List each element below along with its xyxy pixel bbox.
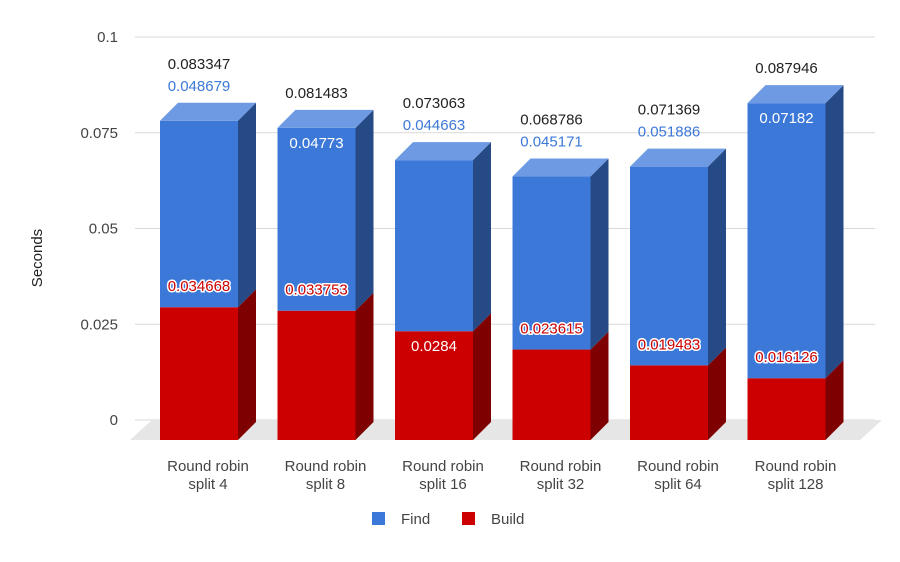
bar-side-build <box>825 360 844 440</box>
y-tick-label: 0.075 <box>80 125 118 142</box>
y-axis-ticks: 0 0.025 0.05 0.075 0.1 <box>80 29 118 429</box>
x-tick-label: split 64 <box>654 476 702 493</box>
bar-segment-find <box>160 120 238 308</box>
data-label-find: 0.045171 <box>520 134 583 151</box>
data-label-total: 0.083347 <box>168 56 231 73</box>
x-tick-label: split 128 <box>768 476 824 493</box>
legend-swatch-build <box>462 512 475 525</box>
legend-swatch-find <box>372 512 385 525</box>
data-label-find: 0.04773 <box>289 135 343 152</box>
y-tick-label: 0.05 <box>89 221 118 238</box>
bar-segment-find <box>395 160 473 332</box>
data-label-build: 0.034668 <box>168 278 231 295</box>
bar-group <box>160 102 256 440</box>
bar-top <box>512 158 609 177</box>
bar-side-find <box>238 102 256 308</box>
bar-side-build <box>355 292 374 440</box>
bar-top <box>277 109 374 128</box>
data-label-find: 0.048679 <box>168 78 231 95</box>
bar-side-build <box>708 347 726 440</box>
bar-side-find <box>708 148 726 366</box>
bar-group <box>395 142 491 440</box>
bar-segment-find <box>512 176 591 350</box>
y-axis-label: Seconds <box>29 229 46 287</box>
y-tick-label: 0.1 <box>97 29 118 46</box>
x-tick-label: Round robin <box>167 458 249 475</box>
bar-side-build <box>473 313 491 440</box>
x-tick-label: Round robin <box>402 458 484 475</box>
legend-label-find: Find <box>401 511 430 528</box>
bars <box>160 85 844 440</box>
bar-side-find <box>355 109 374 311</box>
bar-top <box>395 142 491 161</box>
data-label-find: 0.044663 <box>403 117 466 134</box>
bar-segment-build <box>630 365 708 440</box>
legend-label-build: Build <box>491 511 524 528</box>
bar-segment-build <box>512 349 591 440</box>
x-tick-label: Round robin <box>285 458 367 475</box>
data-label-find: 0.051886 <box>638 124 701 141</box>
bar-group <box>630 148 726 440</box>
data-label-total: 0.081483 <box>285 85 348 102</box>
bar-side-build <box>590 331 609 440</box>
bar-segment-find <box>630 166 708 366</box>
bar-top <box>160 102 256 121</box>
data-label-total: 0.073063 <box>403 95 466 112</box>
bar-segment-build <box>395 331 473 440</box>
bar-group <box>277 109 374 440</box>
bar-segment-build <box>747 378 826 440</box>
bar-side-find <box>590 158 609 350</box>
x-tick-label: split 32 <box>537 476 585 493</box>
x-tick-label: Round robin <box>755 458 837 475</box>
y-tick-label: 0.025 <box>80 316 118 333</box>
data-label-build: 0.033753 <box>285 282 348 299</box>
bar-top <box>630 148 726 167</box>
data-label-build: 0.023615 <box>520 321 583 338</box>
bar-segment-find <box>277 127 356 311</box>
x-tick-label: Round robin <box>637 458 719 475</box>
bar-segment-build <box>160 307 238 440</box>
bar-side-find <box>473 142 491 332</box>
data-label-build: 0.019483 <box>638 336 701 353</box>
bar-top <box>747 85 844 104</box>
bar-segment-build <box>277 310 356 440</box>
x-tick-label: split 4 <box>188 476 227 493</box>
x-tick-label: Round robin <box>520 458 602 475</box>
data-label-total: 0.087946 <box>755 60 818 77</box>
legend: Find Build <box>372 511 524 528</box>
y-tick-label: 0 <box>110 412 118 429</box>
data-label-total: 0.071369 <box>638 102 701 119</box>
data-label-total: 0.068786 <box>520 112 583 129</box>
bar-side-find <box>825 85 844 379</box>
data-label-build: 0.016126 <box>755 349 818 366</box>
bar-group <box>747 85 844 440</box>
data-label-find: 0.07182 <box>759 110 813 127</box>
x-tick-label: split 16 <box>419 476 467 493</box>
bar-group <box>512 158 609 440</box>
bar-segment-find <box>747 103 826 379</box>
data-label-build: 0.0284 <box>411 338 457 355</box>
bar-side-build <box>238 289 256 440</box>
x-tick-label: split 8 <box>306 476 345 493</box>
data-labels: 0.034668 0.048679 0.083347 0.033753 0.04773 0… <box>166 56 819 368</box>
